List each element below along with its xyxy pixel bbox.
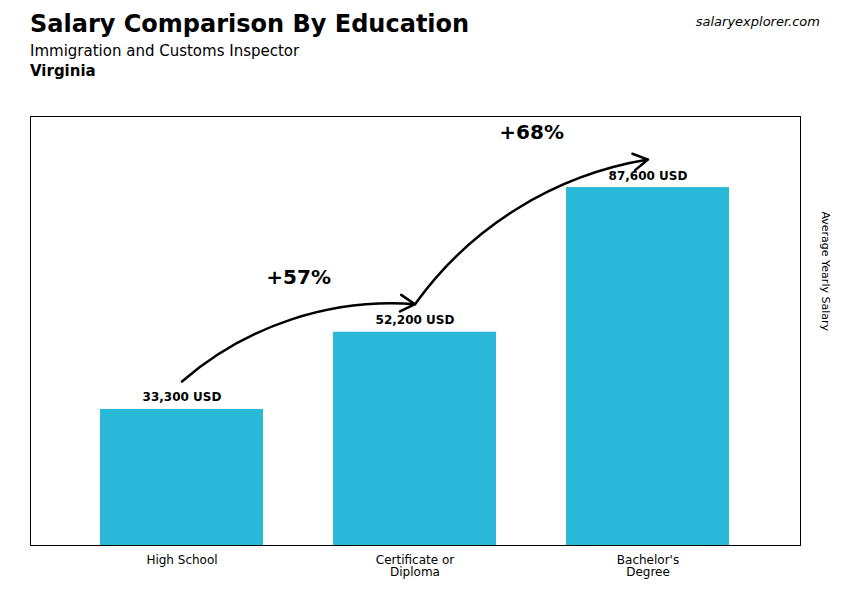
svg-text:52,200 USD: 52,200 USD [376, 313, 455, 327]
html-text:Salary Comparison By Education: Salary Comparison By Education [30, 10, 470, 38]
html-text:salaryexplorer.com: salaryexplorer.com [695, 14, 820, 29]
html-text:Virginia: Virginia [30, 62, 96, 80]
svg-text:Average Yearly Salary: Average Yearly Salary [819, 211, 832, 331]
svg-text:+57%: +57% [266, 265, 331, 289]
svg-text:87,600 USD: 87,600 USD [609, 169, 688, 183]
svg-text:Certificate orDiploma: Certificate orDiploma [376, 553, 454, 579]
svg-text:High School: High School [146, 553, 217, 567]
html-text:Immigration and Customs Inspec: Immigration and Customs Inspector [30, 42, 300, 60]
svg-text:+68%: +68% [499, 120, 564, 144]
svg-text:33,300 USD: 33,300 USD [143, 390, 222, 404]
svg-text:Bachelor'sDegree: Bachelor'sDegree [617, 553, 679, 579]
